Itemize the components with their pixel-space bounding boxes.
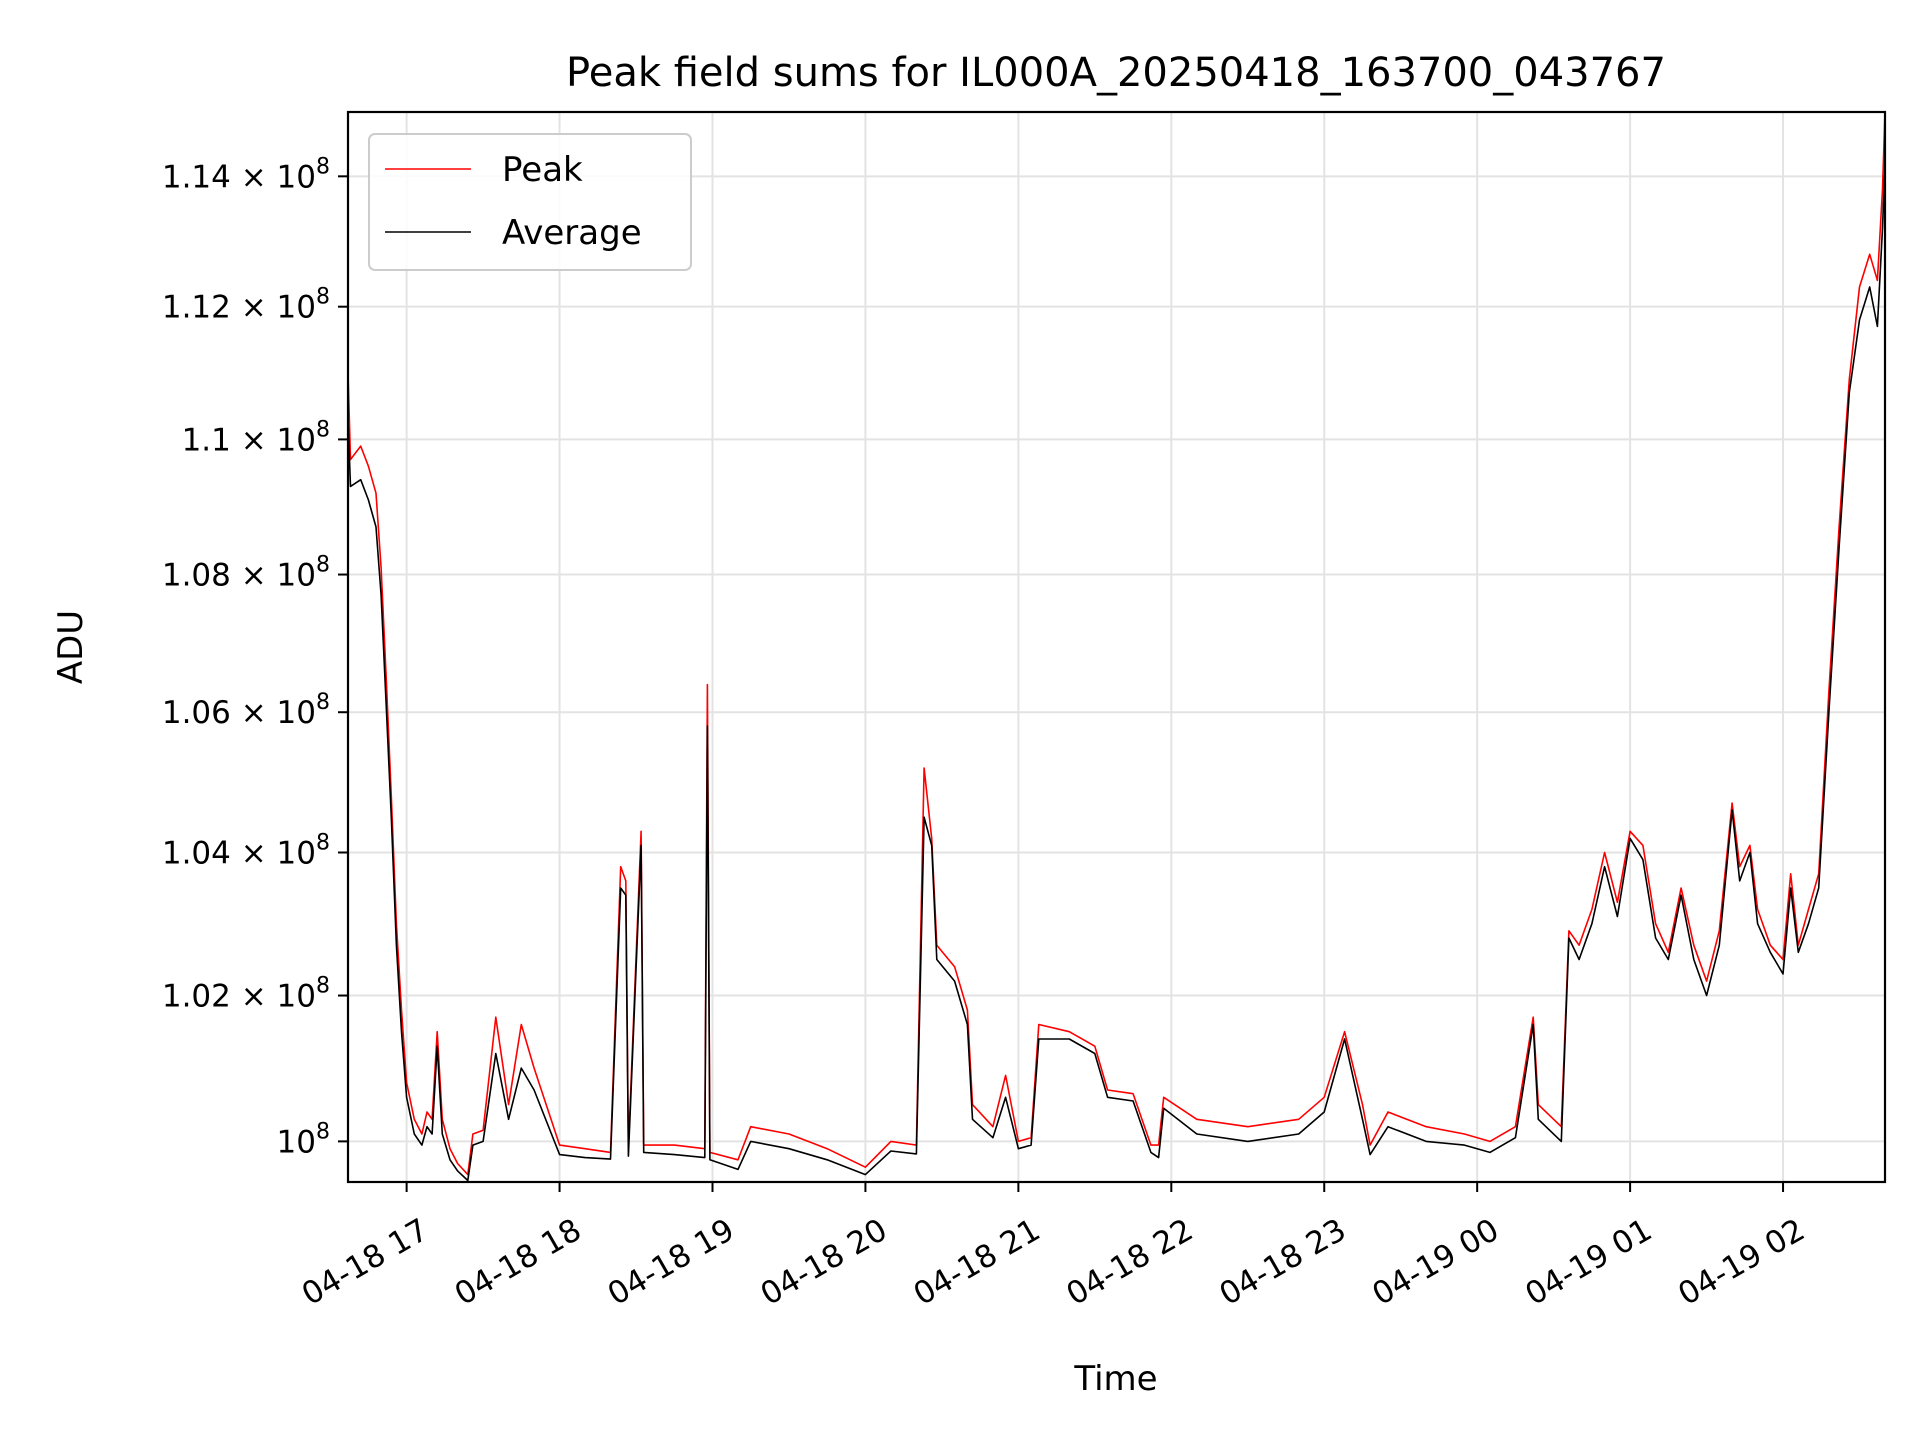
legend-box	[368, 133, 692, 271]
y-tick-label: 1.08 × 108	[162, 553, 330, 594]
plot-frame	[346, 110, 1887, 1184]
y-tick-label: 1.04 × 108	[162, 831, 330, 872]
y-tick-label: 1.02 × 108	[162, 974, 330, 1015]
chart-title: Peak field sums for IL000A_20250418_1637…	[566, 50, 1666, 96]
y-tick-label: 1.12 × 108	[162, 285, 330, 326]
legend-average-label: Average	[502, 213, 642, 253]
legend: Peak Average	[368, 133, 692, 271]
series-line-average	[347, 163, 1886, 1182]
y-tick-label: 1.06 × 108	[162, 690, 330, 731]
y-axis-label: ADU	[51, 610, 91, 684]
y-tick-label: 1.1 × 108	[182, 417, 330, 458]
plot-series	[347, 111, 1886, 1182]
legend-peak-label: Peak	[502, 150, 583, 190]
x-axis-label: Time	[1073, 1359, 1157, 1399]
y-tick-label: 1.14 × 108	[162, 154, 330, 195]
x-gridlines	[405, 112, 1785, 1182]
